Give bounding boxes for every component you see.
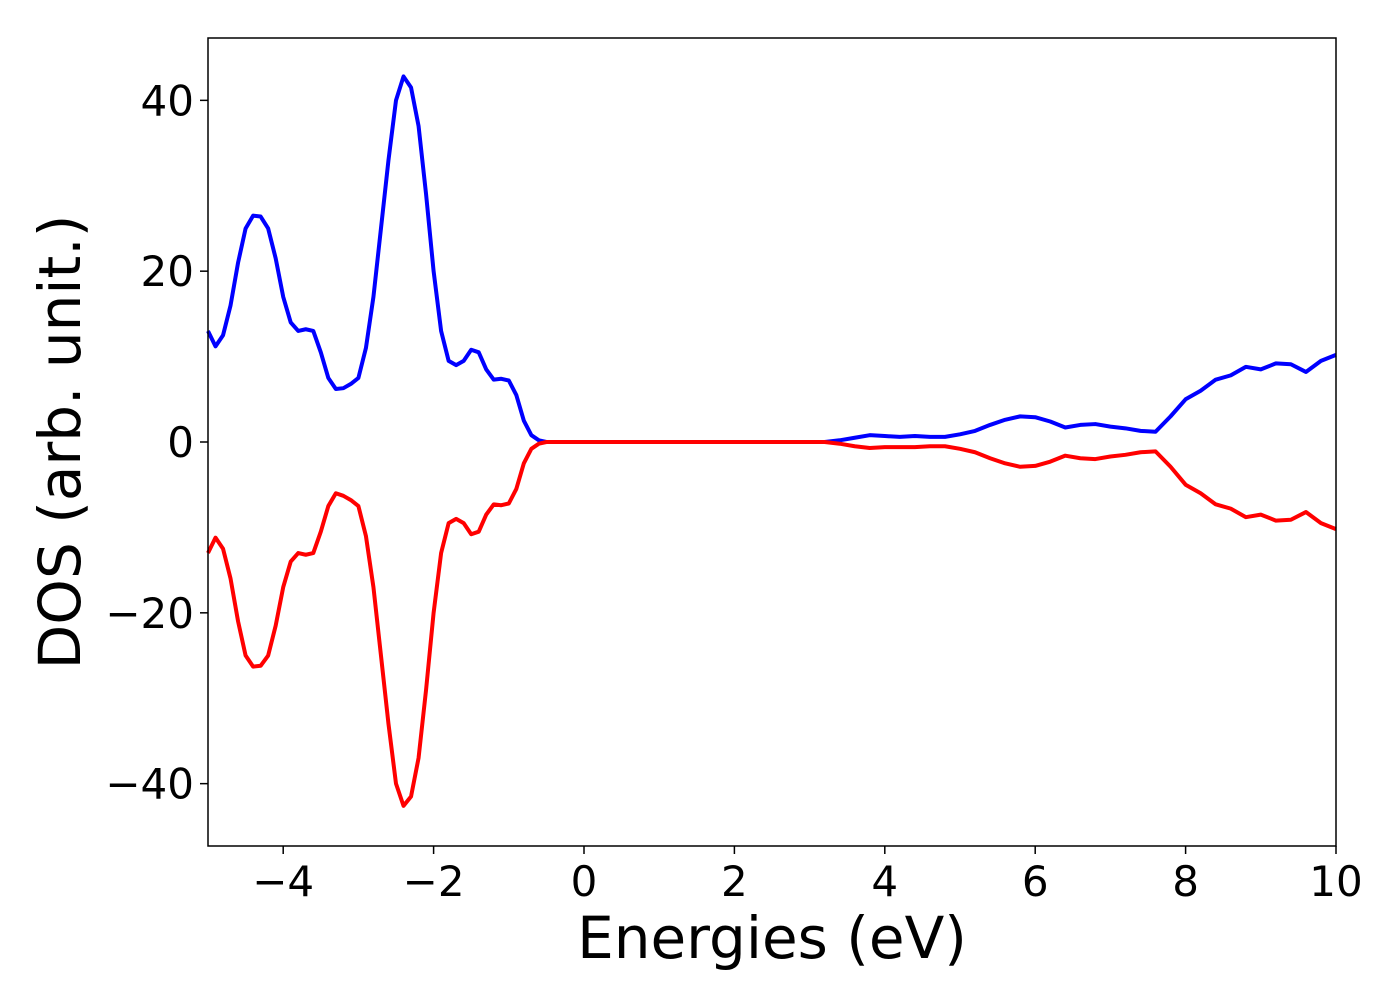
x-tick-label: 0	[571, 857, 598, 906]
x-tick-label: −2	[403, 857, 465, 906]
x-tick-label: 8	[1172, 857, 1199, 906]
y-tick-label: −40	[105, 760, 194, 809]
x-tick-label: −4	[252, 857, 314, 906]
y-tick-label: −20	[105, 589, 194, 638]
line	[206, 74, 1337, 444]
y-tick-label: 0	[167, 418, 194, 467]
y-tick-label: 40	[141, 76, 194, 125]
x-tick-label: 6	[1022, 857, 1049, 906]
line	[206, 440, 1337, 808]
x-tick-label: 10	[1309, 857, 1362, 906]
x-tick-label: 2	[721, 857, 748, 906]
plot-frame	[207, 37, 1337, 847]
x-tick-label: 4	[871, 857, 898, 906]
x-axis-label: Energies (eV)	[577, 904, 967, 972]
y-tick-label: 20	[141, 247, 194, 296]
y-axis-label: DOS (arb. unit.)	[26, 215, 94, 670]
